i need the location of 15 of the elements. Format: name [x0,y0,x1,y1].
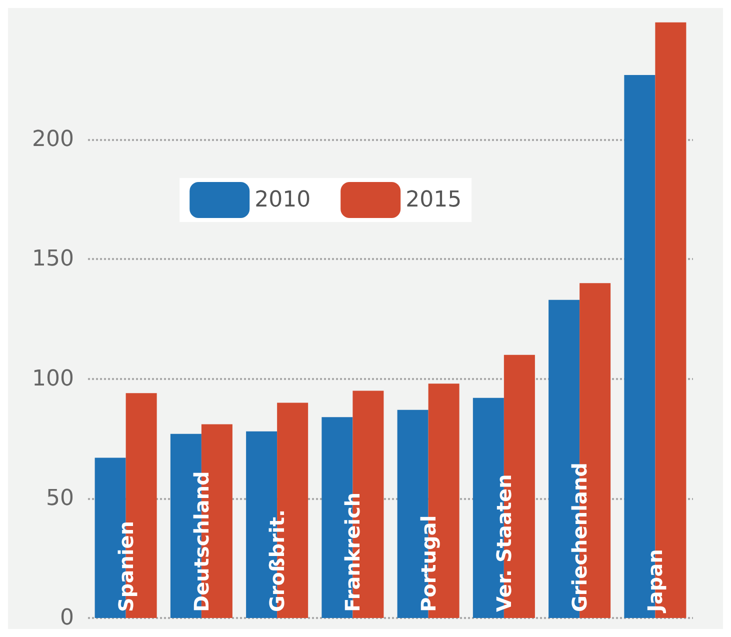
y-tick-label: 100 [32,366,74,392]
y-tick-label: 200 [32,127,74,152]
legend-label: 2010 [254,188,311,212]
x-tick-label: Spanien [114,520,138,612]
x-tick-label: Griechenland [568,462,592,612]
x-tick-label: Japan [643,549,668,614]
x-tick-label: Großbrit. [265,509,290,612]
legend-label: 2015 [406,188,462,212]
y-tick-label: 0 [60,606,74,630]
y-tick-label: 50 [46,486,74,511]
y-tick-label: 150 [32,246,74,272]
x-tick-label: Frankreich [340,492,365,612]
x-tick-label: Deutschland [189,471,214,612]
x-tick-label: Portugal [416,515,440,612]
x-tick-label: Ver. Staaten [492,474,516,612]
